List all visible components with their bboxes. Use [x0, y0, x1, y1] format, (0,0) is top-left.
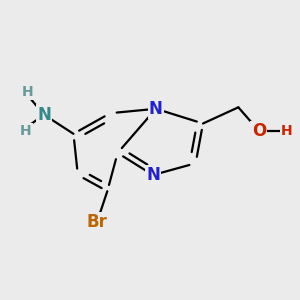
Text: O: O [252, 122, 266, 140]
Text: N: N [146, 166, 160, 184]
Text: Br: Br [87, 213, 107, 231]
Text: N: N [37, 106, 51, 124]
Text: H: H [22, 85, 34, 99]
Text: H: H [20, 124, 32, 138]
Text: H: H [281, 124, 293, 138]
Text: N: N [149, 100, 163, 118]
